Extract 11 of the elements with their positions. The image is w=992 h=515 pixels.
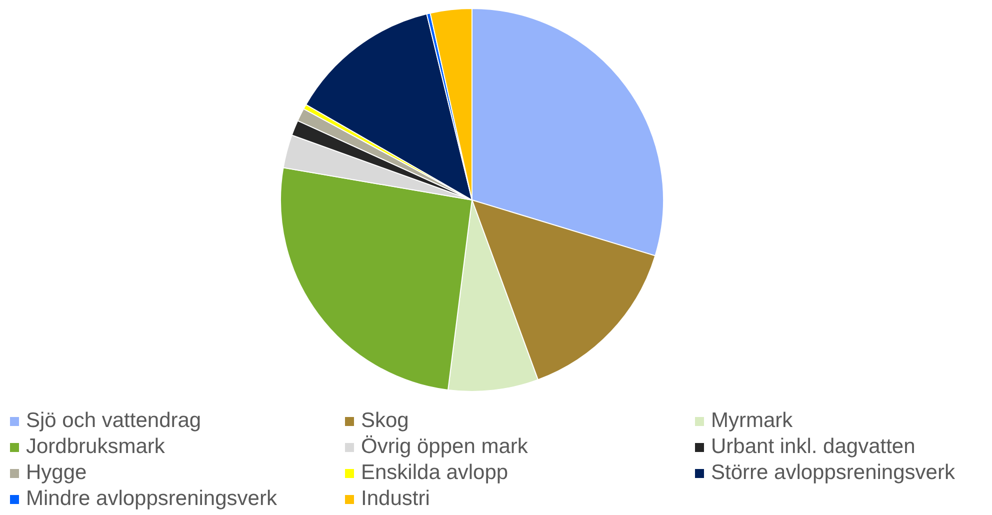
- legend-label: Skog: [361, 409, 409, 433]
- legend-label: Enskilda avlopp: [361, 461, 508, 485]
- legend-label: Jordbruksmark: [26, 435, 165, 459]
- legend-label: Sjö och vattendrag: [26, 409, 202, 433]
- legend-label: Mindre avloppsreningsverk: [26, 487, 277, 511]
- legend-label: Industri: [361, 487, 430, 511]
- legend-label: Större avloppsreningsverk: [711, 461, 955, 485]
- legend-label: Övrig öppen mark: [361, 435, 528, 459]
- legend-label: Hygge: [26, 461, 87, 485]
- legend-label: Myrmark: [711, 409, 793, 433]
- legend-label: Urbant inkl. dagvatten: [711, 435, 916, 459]
